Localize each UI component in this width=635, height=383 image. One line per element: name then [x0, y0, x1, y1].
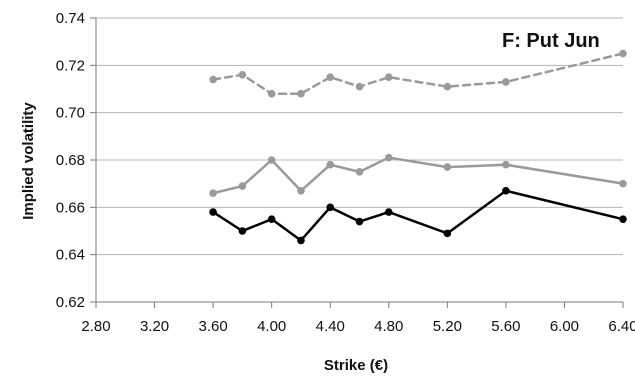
series-line-3 [211, 189, 625, 242]
y-tick-label: 0.74 [56, 10, 85, 27]
series-1-point [267, 89, 276, 98]
tick-labels: 0.62 0.64 0.66 0.68 0.70 0.72 0.74 2.80 3.20 3.60… [56, 10, 635, 335]
series-1-point [209, 75, 217, 84]
series-1-point [384, 73, 393, 81]
series-3-point [619, 215, 627, 223]
series-line-2 [211, 156, 625, 195]
y-tick-label: 0.62 [56, 294, 85, 311]
series-3-point [502, 186, 510, 195]
series-2-point [355, 168, 364, 176]
x-tick-label: 5.20 [433, 318, 462, 335]
y-tick-label: 0.64 [56, 247, 85, 264]
series-1-point [502, 78, 510, 86]
grid-lines [96, 17, 623, 256]
y-tick-label: 0.72 [56, 57, 85, 74]
series-2-point [384, 153, 393, 162]
series-3-point [209, 208, 217, 216]
series-1-point [326, 73, 335, 81]
x-tick-label: 4.40 [316, 318, 345, 335]
series-1-point [238, 71, 247, 79]
x-tick-label: 2.80 [81, 318, 110, 335]
x-tick-label: 6.00 [550, 318, 579, 335]
series-points [209, 49, 627, 245]
series-2-point [209, 189, 217, 197]
y-tick-label: 0.68 [56, 152, 85, 169]
series-1-point [297, 89, 305, 98]
series-2-point [502, 160, 510, 169]
series-3-point [267, 215, 276, 223]
series-1-point [619, 49, 627, 58]
y-tick-label: 0.70 [56, 105, 85, 122]
y-axis-label: Implied volatility [20, 102, 37, 220]
series-2-point [443, 163, 452, 171]
series-2-point [326, 160, 335, 169]
series-2-point [267, 156, 276, 164]
x-tick-label: 3.20 [140, 318, 169, 335]
series-3-point [355, 217, 364, 226]
x-tick-label: 4.00 [257, 318, 286, 335]
x-tick-label: 4.80 [374, 318, 403, 335]
series-3-point [384, 208, 393, 216]
series-1-point [443, 82, 452, 91]
series-3-point [326, 203, 335, 212]
chart-title: F: Put Jun [502, 30, 600, 52]
series-2-point [238, 182, 247, 190]
series-line-1 [211, 52, 625, 95]
axes [90, 17, 624, 308]
series-3-point [238, 227, 247, 235]
x-tick-label: 6.40 [608, 318, 635, 335]
series-2-point [297, 186, 305, 195]
series-3-point [297, 236, 305, 245]
series-2-point [619, 179, 627, 188]
x-tick-label: 3.60 [199, 318, 228, 335]
series-lines [211, 52, 625, 242]
series-3-point [443, 229, 452, 238]
series-1-point [355, 82, 364, 91]
x-tick-label: 5.60 [491, 318, 520, 335]
x-axis-label: Strike (€) [324, 357, 388, 374]
y-tick-label: 0.66 [56, 199, 85, 216]
